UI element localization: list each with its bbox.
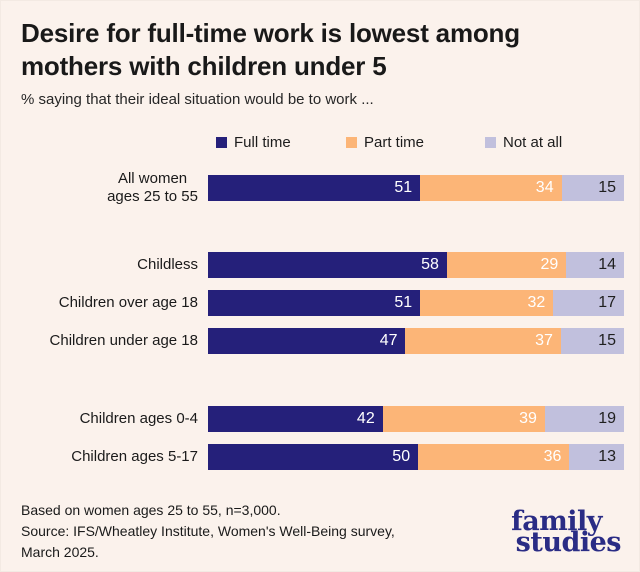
bar-segment-full-time: 47 — [208, 328, 406, 354]
legend-item-full-time: Full time — [216, 133, 291, 151]
bar-row: 50 36 13 — [208, 444, 624, 470]
bar-segment-part-time: 36 — [418, 444, 570, 470]
note-line: Based on women ages 25 to 55, n=3,000. — [21, 502, 281, 518]
source-note: Based on women ages 25 to 55, n=3,000. S… — [21, 500, 461, 563]
bar-value-label: 58 — [421, 256, 439, 273]
bar-value-label: 17 — [598, 294, 616, 311]
legend-label: Full time — [234, 133, 291, 151]
bar-value-label: 51 — [394, 179, 413, 196]
logo-line-studies: studies — [515, 527, 622, 558]
bar-value-label: 15 — [598, 179, 616, 196]
bar-value-label: 42 — [356, 410, 375, 427]
bar-value-label: 32 — [527, 294, 546, 311]
bar-value-label: 29 — [540, 256, 559, 273]
bar-segment-part-time: 39 — [382, 406, 545, 432]
bar-segment-part-time: 29 — [446, 252, 567, 278]
legend-label: Not at all — [503, 133, 563, 151]
bar-value-label: 39 — [519, 410, 537, 427]
note-line: March 2025. — [21, 544, 99, 560]
bar-segment-part-time: 34 — [420, 175, 562, 201]
bar-segment-not-at-all: 14 — [566, 252, 624, 278]
bar-segment-not-at-all: 13 — [569, 444, 624, 470]
bar-segment-not-at-all: 15 — [560, 328, 624, 354]
bar-value-label: 51 — [394, 294, 413, 311]
bar-value-label: 13 — [598, 448, 616, 465]
bar-segment-full-time: 58 — [208, 252, 447, 278]
family-studies-logo: family studies — [511, 506, 622, 558]
part-time-swatch-icon — [346, 136, 357, 148]
bar-segment-full-time: 42 — [208, 406, 383, 432]
note-line: Source: IFS/Wheatley Institute, Women's … — [21, 523, 395, 539]
bar-value-label: 19 — [598, 410, 616, 427]
bar-value-label: 15 — [598, 332, 616, 349]
bar-row: 51 32 17 — [208, 290, 624, 316]
row-label: Childless — [137, 256, 198, 273]
legend-item-not-at-all: Not at all — [485, 133, 563, 151]
bar-segment-full-time: 50 — [208, 444, 419, 470]
bar-segment-not-at-all: 15 — [561, 175, 624, 201]
bar-segment-part-time: 32 — [420, 290, 554, 316]
bar-row: 58 29 14 — [208, 252, 624, 278]
row-label: Children ages 5-17 — [71, 448, 198, 465]
bar-value-label: 47 — [379, 332, 398, 349]
not-at-all-swatch-icon — [485, 136, 496, 148]
row-label: Children ages 0-4 — [79, 410, 198, 427]
bar-value-label: 36 — [543, 448, 562, 465]
bar-segment-part-time: 37 — [405, 328, 561, 354]
bar-value-label: 37 — [535, 332, 553, 349]
bar-segment-not-at-all: 17 — [553, 290, 624, 316]
chart-title: Desire for full-time work is lowest amon… — [21, 18, 520, 81]
row-label: All women ages 25 to 55 — [107, 170, 198, 205]
bar-value-label: 14 — [598, 256, 616, 273]
legend-item-part-time: Part time — [346, 133, 425, 151]
bar-value-label: 50 — [392, 448, 411, 465]
row-label: Children under age 18 — [49, 332, 198, 349]
legend-label: Part time — [364, 133, 425, 151]
full-time-swatch-icon — [216, 136, 227, 148]
logo-line-family: family — [511, 506, 602, 537]
bar-row: 47 37 15 — [208, 328, 624, 354]
bar-row: 42 39 19 — [208, 406, 624, 432]
bar-segment-full-time: 51 — [208, 290, 421, 316]
chart-subtitle: % saying that their ideal situation woul… — [21, 91, 374, 108]
bar-segment-full-time: 51 — [208, 175, 421, 201]
bar-row: 51 34 15 — [208, 175, 624, 201]
bar-segment-not-at-all: 19 — [544, 406, 624, 432]
row-label: Children over age 18 — [58, 294, 198, 311]
bar-value-label: 34 — [535, 179, 554, 196]
